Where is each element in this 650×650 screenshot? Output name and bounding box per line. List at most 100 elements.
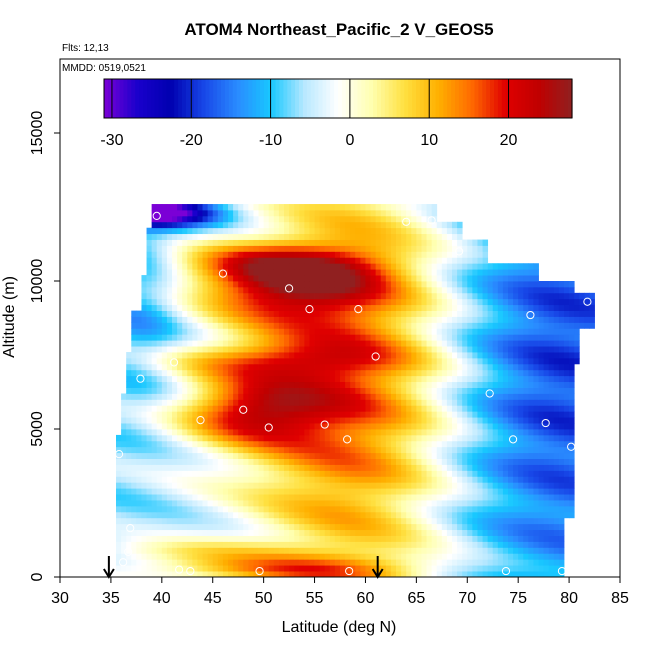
heatmap-cell bbox=[477, 494, 483, 501]
heatmap-cell bbox=[278, 340, 285, 347]
heatmap-cell bbox=[457, 565, 463, 572]
heatmap-cell bbox=[151, 292, 158, 300]
heatmap-cell bbox=[569, 482, 575, 489]
heatmap-cell bbox=[146, 281, 153, 288]
heatmap-cell bbox=[319, 529, 326, 536]
heatmap-cell bbox=[263, 239, 270, 246]
heatmap-cell bbox=[161, 452, 168, 459]
heatmap-cell bbox=[309, 517, 315, 525]
heatmap-cell bbox=[156, 239, 163, 246]
heatmap-cell bbox=[416, 458, 422, 465]
heatmap-cell bbox=[350, 511, 356, 519]
heatmap-cell bbox=[202, 286, 209, 294]
heatmap-cell bbox=[457, 257, 463, 264]
heatmap-cell bbox=[202, 275, 209, 282]
heatmap-cell bbox=[380, 381, 387, 388]
heatmap-cell bbox=[406, 511, 412, 519]
heatmap-cell bbox=[482, 369, 489, 377]
heatmap-cell bbox=[365, 559, 371, 566]
heatmap-cell bbox=[126, 488, 132, 495]
heatmap-cell bbox=[436, 434, 443, 442]
heatmap-cell bbox=[161, 511, 168, 519]
heatmap-cell bbox=[411, 322, 417, 329]
heatmap-cell bbox=[172, 476, 178, 483]
heatmap-cell bbox=[553, 346, 560, 353]
heatmap-cell bbox=[136, 429, 142, 436]
heatmap-cell bbox=[380, 529, 387, 536]
heatmap-cell bbox=[548, 369, 555, 377]
heatmap-cell bbox=[513, 352, 519, 359]
heatmap-cell bbox=[314, 446, 321, 454]
heatmap-cell bbox=[202, 346, 209, 353]
heatmap-cell bbox=[482, 334, 489, 341]
heatmap-cell bbox=[243, 482, 249, 489]
heatmap-cell bbox=[370, 529, 377, 536]
heatmap-cell bbox=[258, 405, 265, 412]
heatmap-cell bbox=[228, 470, 234, 477]
heatmap-cell bbox=[294, 245, 300, 252]
heatmap-cell bbox=[513, 452, 519, 459]
heatmap-cell bbox=[228, 500, 234, 507]
heatmap-cell bbox=[248, 328, 254, 335]
heatmap-cell bbox=[116, 559, 122, 566]
heatmap-cell bbox=[151, 535, 158, 542]
heatmap-cell bbox=[390, 275, 397, 282]
heatmap-cell bbox=[340, 239, 346, 246]
heatmap-cell bbox=[355, 565, 361, 572]
heatmap-cell bbox=[406, 352, 412, 359]
heatmap-cell bbox=[365, 298, 371, 306]
heatmap-cell bbox=[187, 393, 193, 400]
heatmap-cell bbox=[289, 482, 295, 489]
heatmap-cell bbox=[202, 429, 209, 436]
heatmap-cell bbox=[553, 328, 560, 335]
heatmap-cell bbox=[304, 334, 310, 341]
heatmap-cell bbox=[161, 411, 168, 418]
heatmap-cell bbox=[472, 263, 478, 270]
heatmap-cell bbox=[431, 239, 438, 246]
heatmap-cell bbox=[390, 500, 397, 507]
heatmap-cell bbox=[518, 505, 524, 513]
heatmap-cell bbox=[553, 316, 560, 323]
heatmap-cell bbox=[304, 446, 310, 454]
heatmap-cell bbox=[482, 423, 489, 430]
heatmap-cell bbox=[324, 310, 331, 317]
heatmap-cell bbox=[569, 434, 575, 442]
heatmap-cell bbox=[268, 547, 275, 554]
heatmap-cell bbox=[508, 399, 514, 406]
heatmap-cell bbox=[564, 476, 570, 483]
heatmap-cell bbox=[558, 434, 565, 442]
heatmap-cell bbox=[380, 559, 387, 566]
heatmap-cell bbox=[406, 535, 412, 542]
heatmap-cell bbox=[314, 405, 321, 412]
heatmap-cell bbox=[360, 500, 366, 507]
heatmap-cell bbox=[263, 322, 270, 329]
heatmap-cell bbox=[477, 316, 483, 323]
heatmap-cell bbox=[116, 440, 122, 448]
heatmap-cell bbox=[528, 505, 534, 513]
heatmap-cell bbox=[385, 547, 392, 554]
heatmap-cell bbox=[329, 523, 336, 531]
heatmap-cell bbox=[360, 482, 366, 489]
heatmap-cell bbox=[523, 529, 529, 536]
heatmap-cell bbox=[350, 304, 356, 311]
heatmap-cell bbox=[446, 286, 453, 294]
heatmap-cell bbox=[319, 346, 326, 353]
heatmap-cell bbox=[441, 381, 448, 388]
heatmap-cell bbox=[502, 500, 509, 507]
heatmap-cell bbox=[477, 352, 483, 359]
heatmap-cell bbox=[284, 340, 290, 347]
heatmap-cell bbox=[304, 328, 310, 335]
heatmap-cell bbox=[197, 488, 203, 495]
heatmap-cell bbox=[523, 269, 529, 276]
heatmap-cell bbox=[462, 411, 468, 418]
heatmap-cell bbox=[304, 399, 310, 406]
heatmap-cell bbox=[543, 334, 550, 341]
heatmap-cell bbox=[360, 411, 366, 418]
heatmap-cell bbox=[263, 417, 270, 424]
heatmap-cell bbox=[548, 559, 555, 566]
heatmap-cell bbox=[487, 571, 494, 578]
heatmap-cell bbox=[472, 281, 478, 288]
heatmap-cell bbox=[238, 346, 244, 353]
heatmap-cell bbox=[406, 381, 412, 388]
heatmap-cell bbox=[131, 387, 137, 394]
